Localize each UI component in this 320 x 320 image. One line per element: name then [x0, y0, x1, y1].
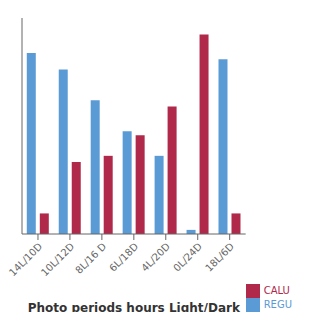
html-text:CALU: CALU	[263, 285, 290, 296]
svg-text:18L/6D: 18L/6D	[203, 240, 236, 273]
svg-text:6L/18D: 6L/18D	[107, 240, 140, 273]
svg-text:Photo periods hours Light/Dark: Photo periods hours Light/Dark	[28, 301, 241, 312]
svg-text:0L/24D: 0L/24D	[171, 240, 204, 273]
html-text:REGU: REGU	[263, 299, 292, 310]
svg-text:10L/12D: 10L/12D	[39, 240, 77, 278]
svg-text:4L/20D: 4L/20D	[139, 240, 172, 273]
svg-text:8L/16 D: 8L/16 D	[73, 240, 109, 276]
svg-text:14L/10D: 14L/10D	[8, 240, 45, 278]
